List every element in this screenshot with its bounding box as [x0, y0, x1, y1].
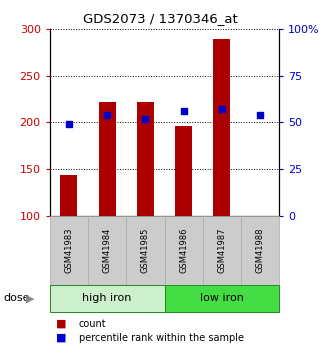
Text: ▶: ▶ — [26, 294, 35, 303]
Bar — [213, 39, 230, 216]
Text: count: count — [79, 319, 106, 328]
Text: low iron: low iron — [200, 294, 244, 303]
Bar — [50, 216, 88, 285]
Text: high iron: high iron — [82, 294, 132, 303]
Bar — [50, 285, 164, 312]
Text: GDS2073 / 1370346_at: GDS2073 / 1370346_at — [83, 12, 238, 25]
Point — [143, 116, 148, 121]
Text: percentile rank within the sample: percentile rank within the sample — [79, 333, 244, 343]
Bar — [137, 102, 154, 216]
Text: ■: ■ — [56, 319, 67, 328]
Bar — [175, 126, 192, 216]
Bar — [126, 216, 164, 285]
Text: GSM41983: GSM41983 — [65, 227, 74, 273]
Text: GSM41987: GSM41987 — [217, 227, 226, 273]
Text: GSM41985: GSM41985 — [141, 227, 150, 273]
Point — [105, 112, 110, 118]
Text: GSM41988: GSM41988 — [256, 227, 265, 273]
Text: dose: dose — [3, 294, 30, 303]
Bar — [164, 216, 203, 285]
Bar — [164, 285, 279, 312]
Bar — [203, 216, 241, 285]
Bar — [241, 216, 279, 285]
Point — [66, 121, 72, 127]
Bar — [88, 216, 126, 285]
Text: GSM41986: GSM41986 — [179, 227, 188, 273]
Point — [257, 112, 263, 118]
Text: GSM41984: GSM41984 — [103, 227, 112, 273]
Bar — [60, 175, 77, 216]
Bar — [99, 102, 116, 216]
Point — [219, 107, 224, 112]
Text: ■: ■ — [56, 333, 67, 343]
Point — [181, 109, 186, 114]
